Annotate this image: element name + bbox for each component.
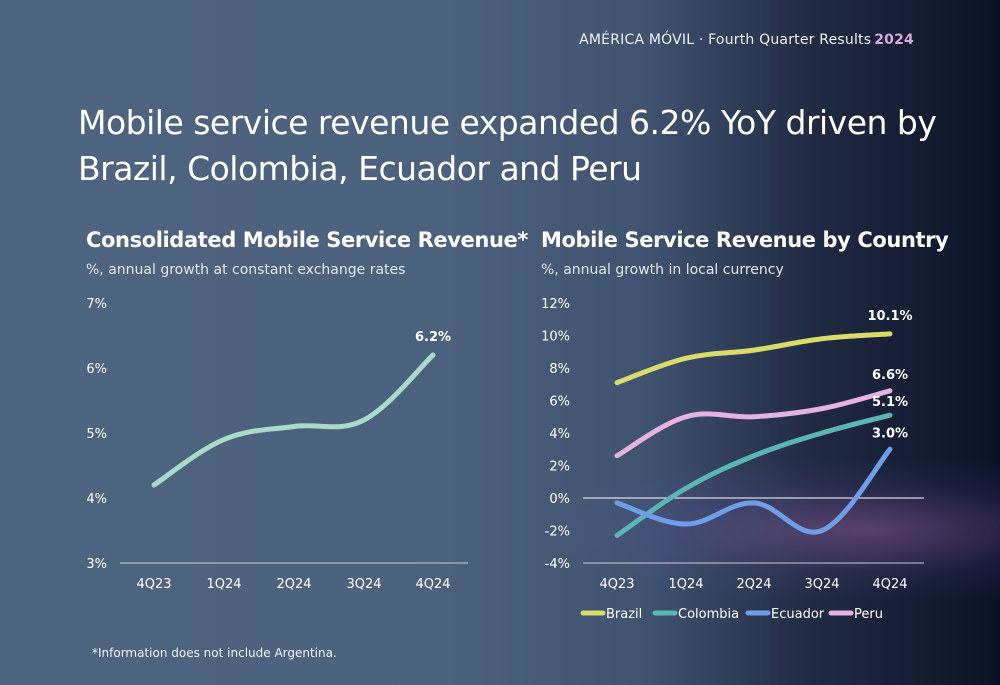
- right-series-line-ecuador: [614, 446, 893, 535]
- legend-label-peru: Peru: [854, 607, 883, 622]
- left-y-tick-label: 5%: [86, 427, 107, 442]
- left-y-tick-label: 6%: [86, 362, 107, 377]
- left-chart-title: Consolidated Mobile Service Revenue*: [86, 228, 528, 252]
- right-data-label: 3.0%: [872, 426, 908, 441]
- right-y-tick-label: 6%: [549, 395, 570, 410]
- legend-label-colombia: Colombia: [678, 607, 739, 622]
- right-y-tick-label: 2%: [549, 460, 570, 475]
- right-series-line-brazil: [614, 331, 893, 386]
- right-y-tick-label: -4%: [545, 557, 570, 572]
- right-x-tick-label: 2Q24: [736, 577, 771, 592]
- header-company: AMÉRICA MÓVIL · Fourth Quarter Results: [579, 32, 872, 48]
- report-header: AMÉRICA MÓVIL · Fourth Quarter Results 20…: [579, 32, 914, 48]
- left-data-label: 6.2%: [415, 330, 451, 345]
- footnote: *Information does not include Argentina.: [92, 646, 337, 660]
- right-y-tick-label: 12%: [541, 297, 570, 312]
- legend-label-brazil: Brazil: [606, 607, 642, 622]
- right-y-tick-label: 8%: [549, 362, 570, 377]
- left-x-tick-label: 2Q24: [276, 577, 311, 592]
- right-y-tick-label: 10%: [541, 330, 570, 345]
- right-y-tick-label: 4%: [549, 427, 570, 442]
- right-x-tick-label: 1Q24: [668, 577, 703, 592]
- right-series-line-colombia: [614, 412, 893, 538]
- right-x-tick-label: 4Q23: [599, 577, 634, 592]
- header-year: 2024: [874, 32, 914, 48]
- right-x-tick-label: 4Q24: [872, 577, 907, 592]
- left-y-tick-label: 7%: [86, 297, 107, 312]
- left-y-tick-label: 4%: [86, 492, 107, 507]
- right-y-tick-label: 0%: [549, 492, 570, 507]
- right-data-label: 10.1%: [867, 309, 912, 324]
- right-series-line-peru: [614, 388, 893, 459]
- right-data-label: 6.6%: [872, 368, 908, 383]
- right-chart-title: Mobile Service Revenue by Country: [541, 228, 949, 252]
- right-x-tick-label: 3Q24: [804, 577, 839, 592]
- left-y-tick-label: 3%: [86, 557, 107, 572]
- left-x-tick-label: 3Q24: [346, 577, 381, 592]
- left-x-tick-label: 4Q24: [415, 577, 450, 592]
- right-data-label: 5.1%: [872, 395, 908, 410]
- left-x-tick-label: 4Q23: [136, 577, 171, 592]
- left-series-line-consolidated: [151, 352, 436, 488]
- right-y-tick-label: -2%: [545, 525, 570, 540]
- legend-label-ecuador: Ecuador: [771, 607, 825, 622]
- left-chart-subtitle: %, annual growth at constant exchange ra…: [86, 262, 406, 278]
- page-headline: Mobile service revenue expanded 6.2% YoY…: [78, 103, 937, 188]
- left-x-tick-label: 1Q24: [206, 577, 241, 592]
- right-chart-subtitle: %, annual growth in local currency: [541, 262, 784, 278]
